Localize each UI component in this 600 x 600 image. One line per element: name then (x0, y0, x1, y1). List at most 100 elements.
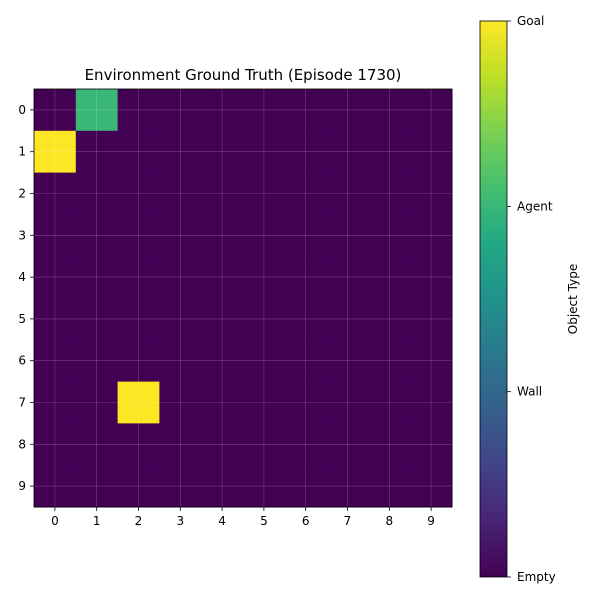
heatmap-cell (159, 130, 202, 174)
heatmap-cell (368, 339, 411, 383)
heatmap-cell (159, 423, 202, 466)
y-tick-label: 7 (18, 396, 26, 410)
x-axis: 0 1 2 3 4 5 6 7 8 9 (51, 507, 435, 528)
heatmap-cell (201, 465, 244, 508)
heatmap-cell (117, 256, 160, 299)
heatmap-cell (34, 465, 77, 508)
colorbar-tick-label: Agent (517, 199, 553, 213)
heatmap-cell (243, 298, 286, 341)
x-tick-label: 9 (427, 514, 435, 528)
heatmap-cell (368, 256, 411, 299)
heatmap-cell (75, 339, 119, 383)
heatmap-cell (326, 465, 369, 508)
heatmap-cell (284, 214, 328, 257)
heatmap-cell (117, 172, 160, 215)
heatmap-cell (201, 298, 244, 341)
colorbar-tick-label: Wall (517, 385, 542, 399)
heatmap-cell (117, 423, 160, 466)
heatmap-cell (117, 298, 160, 341)
heatmap-cell (284, 423, 328, 466)
heatmap-cell (34, 172, 77, 215)
heatmap-cell (159, 214, 202, 257)
heatmap-cell (243, 465, 286, 508)
heatmap-cell (117, 130, 160, 174)
heatmap-cell (368, 172, 411, 215)
plot-area (33, 88, 453, 508)
heatmap-cell (159, 298, 202, 341)
heatmap-cell (410, 465, 453, 508)
heatmap-cell (34, 339, 77, 383)
x-tick-label: 3 (176, 514, 184, 528)
heatmap-cell (243, 172, 286, 215)
heatmap-cell (243, 214, 286, 257)
y-tick-label: 1 (18, 145, 26, 159)
heatmap-cell (201, 214, 244, 257)
heatmap-cell (34, 130, 77, 174)
x-tick-label: 4 (218, 514, 226, 528)
heatmap-cell (75, 130, 119, 174)
heatmap-cell (368, 89, 411, 132)
y-tick-label: 6 (18, 354, 26, 368)
colorbar-label: Object Type (566, 264, 580, 334)
x-tick-label: 8 (385, 514, 393, 528)
heatmap-cell (326, 298, 369, 341)
heatmap-cell (368, 214, 411, 257)
heatmap-cell (75, 89, 119, 132)
colorbar-tick-label: Empty (517, 570, 556, 584)
heatmap-cell (75, 423, 119, 466)
heatmap-cell (368, 381, 411, 424)
heatmap-cell (75, 381, 119, 424)
colorbar-tick-label: Goal (517, 14, 544, 28)
colorbar-gradient (479, 20, 508, 578)
heatmap-cell (410, 381, 453, 424)
heatmap-cell (284, 130, 328, 174)
x-tick-label: 6 (302, 514, 310, 528)
y-axis: 0 1 2 3 4 5 6 7 8 9 (18, 103, 34, 493)
heatmap-cell (368, 423, 411, 466)
heatmap-cell (201, 339, 244, 383)
heatmap-cell (201, 89, 244, 132)
heatmap-cell (284, 339, 328, 383)
heatmap-cell (326, 214, 369, 257)
heatmap-cell (410, 172, 453, 215)
heatmap-cell (410, 89, 453, 132)
heatmap-cell (326, 89, 369, 132)
heatmap-cell (284, 172, 328, 215)
heatmap-cell (117, 465, 160, 508)
x-tick-label: 1 (93, 514, 101, 528)
y-tick-label: 5 (18, 312, 26, 326)
heatmap-cell (326, 381, 369, 424)
x-tick-label: 2 (135, 514, 143, 528)
heatmap-cell (117, 339, 160, 383)
heatmap-cell (243, 256, 286, 299)
heatmap-cell (75, 298, 119, 341)
heatmap-cell (243, 89, 286, 132)
heatmap-cell (243, 381, 286, 424)
heatmap-cell (34, 214, 77, 257)
heatmap-cell (284, 256, 328, 299)
heatmap-cell (159, 381, 202, 424)
heatmap-cell (243, 130, 286, 174)
heatmap-cell (159, 465, 202, 508)
heatmap-cell (326, 130, 369, 174)
chart-title: Environment Ground Truth (Episode 1730) (85, 66, 402, 84)
heatmap-cell (410, 423, 453, 466)
heatmap-cell (243, 423, 286, 466)
heatmap-cell (284, 298, 328, 341)
colorbar: Empty Wall Agent Goal Object Type (479, 14, 580, 584)
heatmap-cell (368, 298, 411, 341)
heatmap-cell (368, 130, 411, 174)
heatmap-cell (368, 465, 411, 508)
heatmap-cell (117, 214, 160, 257)
heatmap-cell (284, 381, 328, 424)
heatmap-cell (201, 172, 244, 215)
heatmap-cell (34, 89, 77, 132)
heatmap-cell (159, 256, 202, 299)
heatmap-cell (410, 130, 453, 174)
heatmap-cell (75, 465, 119, 508)
heatmap-cell (75, 172, 119, 215)
heatmap-cell (159, 172, 202, 215)
heatmap-cell (243, 339, 286, 383)
heatmap-cell (201, 130, 244, 174)
